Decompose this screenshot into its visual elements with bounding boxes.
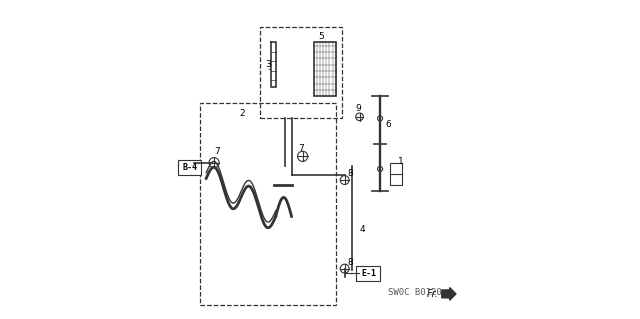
Bar	[314, 42, 336, 96]
Text: 7: 7	[214, 147, 220, 156]
Text: SW0C B0120: SW0C B0120	[388, 288, 442, 297]
FancyArrow shape	[442, 287, 456, 300]
Text: 8: 8	[347, 169, 353, 178]
Text: E-1: E-1	[362, 270, 376, 278]
Text: 5: 5	[319, 32, 324, 41]
FancyBboxPatch shape	[178, 160, 202, 175]
Text: Fr.: Fr.	[427, 289, 438, 299]
Text: B-4: B-4	[182, 163, 197, 172]
Text: 7: 7	[298, 144, 304, 153]
Text: 9: 9	[355, 104, 361, 113]
Text: 3: 3	[265, 60, 271, 69]
Text: 8: 8	[347, 258, 353, 267]
Text: 6: 6	[385, 120, 391, 129]
Text: 2: 2	[240, 109, 245, 118]
FancyBboxPatch shape	[356, 266, 380, 281]
Text: 4: 4	[360, 225, 365, 234]
Text: 1: 1	[398, 157, 403, 166]
Bar	[390, 163, 402, 185]
